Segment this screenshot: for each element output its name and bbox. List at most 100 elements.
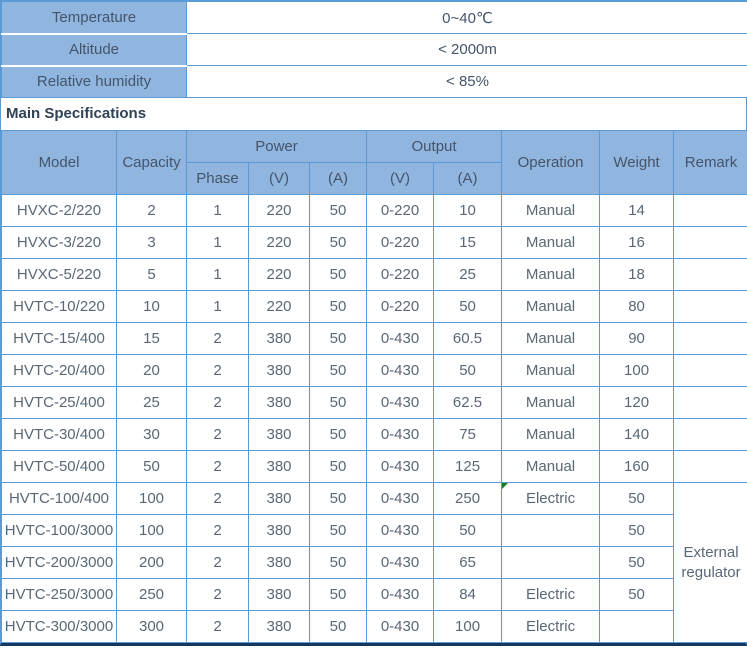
table-cell: 120 bbox=[599, 386, 675, 419]
table-cell: 1 bbox=[186, 226, 249, 259]
column-header-output-group: Output bbox=[366, 130, 503, 163]
table-cell: 50 bbox=[433, 354, 503, 387]
table-cell: 75 bbox=[433, 418, 503, 451]
table-cell: 0-220 bbox=[366, 258, 435, 291]
table-cell: 220 bbox=[248, 226, 310, 259]
table-row: Phase (V) (A) (V) (A) bbox=[2, 162, 747, 195]
table-cell: 50 bbox=[433, 514, 503, 547]
table-row: HVTC-50/400 50 2 380 50 0-430 125 Manual 160 bbox=[1, 450, 747, 483]
table-cell: 2 bbox=[186, 418, 249, 451]
env-value-altitude: < 2000m bbox=[186, 33, 747, 66]
table-cell: 160 bbox=[599, 450, 675, 483]
table-cell: HVTC-100/3000 bbox=[1, 514, 117, 547]
column-header-capacity: Capacity bbox=[116, 130, 187, 195]
table-row: HVXC-5/220 5 1 220 50 0-220 25 Manual 18 bbox=[1, 258, 747, 291]
table-cell: HVTC-200/3000 bbox=[1, 546, 117, 579]
table-cell: 2 bbox=[116, 194, 187, 227]
table-row: Model Capacity Power Output Operation We… bbox=[1, 130, 747, 195]
table-cell: Electric bbox=[501, 482, 601, 515]
table-cell: 90 bbox=[599, 322, 675, 355]
column-header-output-v: (V) bbox=[366, 162, 435, 195]
table-cell: 220 bbox=[248, 194, 310, 227]
table-cell bbox=[673, 322, 747, 355]
table-cell: HVTC-15/400 bbox=[1, 322, 117, 355]
table-cell: 50 bbox=[308, 482, 368, 515]
table-cell: 0-430 bbox=[366, 386, 435, 419]
table-cell: 380 bbox=[248, 578, 310, 611]
table-cell: HVTC-25/400 bbox=[1, 386, 117, 419]
table-row: HVXC-3/220 3 1 220 50 0-220 15 Manual 16 bbox=[1, 226, 747, 259]
table-cell: Manual bbox=[501, 226, 601, 259]
table-cell: 0-430 bbox=[366, 322, 435, 355]
table-cell: 0-220 bbox=[366, 194, 435, 227]
column-header-power-group: Power bbox=[185, 130, 368, 163]
table-cell bbox=[673, 226, 747, 259]
table-cell bbox=[673, 386, 747, 419]
table-cell: 50 bbox=[308, 322, 368, 355]
table-cell: 62.5 bbox=[433, 386, 503, 419]
table-cell: 15 bbox=[433, 226, 503, 259]
column-header-power-a: (A) bbox=[308, 162, 368, 195]
table-cell: HVTC-10/220 bbox=[1, 290, 117, 323]
table-cell: 16 bbox=[599, 226, 675, 259]
table-cell: 50 bbox=[308, 418, 368, 451]
table-cell: 0-430 bbox=[366, 450, 435, 483]
table-row: HVTC-10/220 10 1 220 50 0-220 50 Manual 80 bbox=[1, 290, 747, 323]
table-cell: 2 bbox=[186, 482, 249, 515]
table-cell: 50 bbox=[116, 450, 187, 483]
env-label-humidity: Relative humidity bbox=[1, 65, 187, 98]
table-cell: HVTC-50/400 bbox=[1, 450, 117, 483]
table-cell: 50 bbox=[308, 386, 368, 419]
table-cell: 2 bbox=[186, 322, 249, 355]
table-row: HVTC-20/400 20 2 380 50 0-430 50 Manual 100 bbox=[1, 354, 747, 387]
table-cell: 2 bbox=[186, 514, 249, 547]
column-header-model: Model bbox=[1, 130, 117, 195]
table-cell: 1 bbox=[186, 258, 249, 291]
table-cell: Manual bbox=[501, 322, 601, 355]
table-cell bbox=[673, 258, 747, 291]
table-cell: 0-220 bbox=[366, 290, 435, 323]
table-cell: 250 bbox=[433, 482, 503, 515]
specification-sheet: Temperature 0~40℃ Altitude < 2000m Relat… bbox=[0, 0, 747, 646]
table-cell bbox=[673, 194, 747, 227]
table-cell: 15 bbox=[116, 322, 187, 355]
table-cell: 200 bbox=[116, 546, 187, 579]
table-cell: 50 bbox=[308, 610, 368, 643]
table-cell: Manual bbox=[501, 290, 601, 323]
table-row: HVTC-30/400 30 2 380 50 0-430 75 Manual 140 bbox=[1, 418, 747, 451]
table-cell: 0-220 bbox=[366, 226, 435, 259]
table-cell: HVTC-100/400 bbox=[1, 482, 117, 515]
table-cell bbox=[673, 450, 747, 483]
table-cell: Manual bbox=[501, 386, 601, 419]
table-row: HVTC-250/3000 250 2 380 50 0-430 84 Electric 50 bbox=[1, 578, 747, 611]
table-cell: 50 bbox=[308, 514, 368, 547]
table-cell: 18 bbox=[599, 258, 675, 291]
table-cell: 20 bbox=[116, 354, 187, 387]
table-row: HVTC-300/3000 300 2 380 50 0-430 100 Electric bbox=[1, 610, 747, 643]
table-cell: 80 bbox=[599, 290, 675, 323]
table-cell bbox=[673, 354, 747, 387]
table-cell: 380 bbox=[248, 514, 310, 547]
table-cell: 380 bbox=[248, 418, 310, 451]
table-cell: 100 bbox=[599, 354, 675, 387]
table-cell: HVTC-300/3000 bbox=[1, 610, 117, 643]
table-cell bbox=[501, 546, 601, 579]
table-cell: 220 bbox=[248, 258, 310, 291]
table-cell: 50 bbox=[308, 226, 368, 259]
table-cell: 50 bbox=[308, 258, 368, 291]
table-cell: HVXC-3/220 bbox=[1, 226, 117, 259]
table-cell: Manual bbox=[501, 450, 601, 483]
column-header-operation: Operation bbox=[501, 130, 601, 195]
table-cell: 50 bbox=[433, 290, 503, 323]
table-cell: 50 bbox=[599, 514, 675, 547]
table-cell: 0-430 bbox=[366, 418, 435, 451]
spec-table-header: Model Capacity Power Output Operation We… bbox=[1, 130, 747, 195]
table-cell: HVXC-5/220 bbox=[1, 258, 117, 291]
env-label-temperature: Temperature bbox=[1, 1, 187, 35]
table-cell: 10 bbox=[116, 290, 187, 323]
table-cell: 380 bbox=[248, 386, 310, 419]
table-cell bbox=[599, 610, 675, 643]
table-row: HVTC-25/400 25 2 380 50 0-430 62.5 Manual 120 bbox=[1, 386, 747, 419]
table-cell: 65 bbox=[433, 546, 503, 579]
table-cell: Manual bbox=[501, 418, 601, 451]
